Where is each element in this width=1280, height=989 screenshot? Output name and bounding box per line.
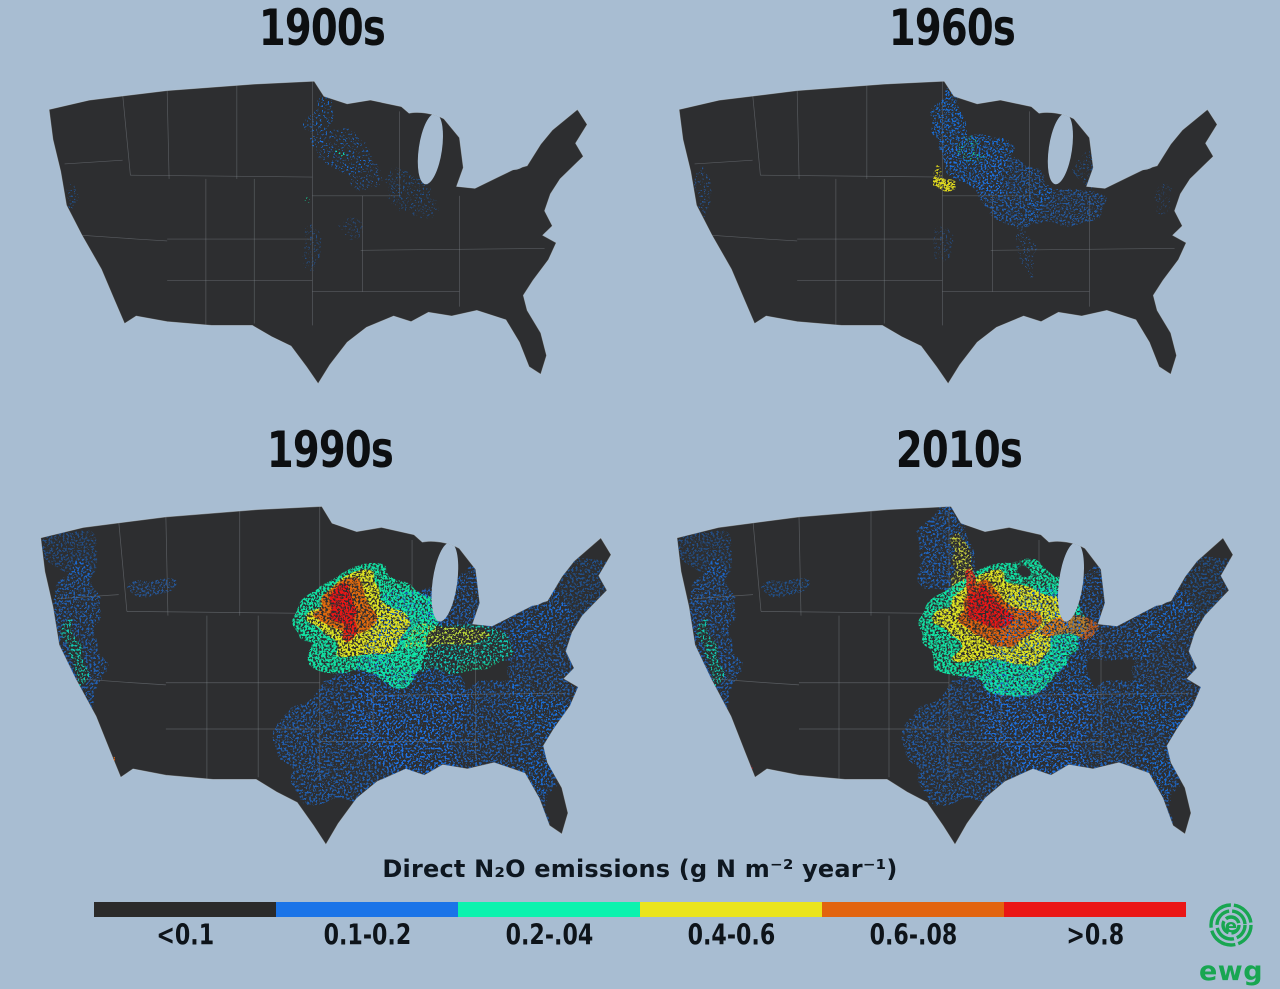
emissions-sparse <box>65 91 439 272</box>
legend-labels: <0.1 0.1-0.2 0.2-.04 0.4-0.6 0.6-.08 >0.8 <box>94 919 1186 952</box>
ewg-spiral-icon: e ewg <box>1199 903 1263 987</box>
decade-title-1960s: 1960s <box>888 0 1016 58</box>
legend-label: 0.4-0.6 <box>687 919 775 952</box>
us-map-1960s <box>678 81 1218 385</box>
decade-title-2010s: 2010s <box>895 421 1023 480</box>
legend-label: 0.2-.04 <box>505 919 593 952</box>
map-panel-2010s: 2010s <box>648 421 1270 855</box>
legend-label: 0.6-.08 <box>869 919 957 952</box>
emissions-dense <box>112 569 437 769</box>
legend-segment <box>276 902 458 917</box>
legend-segment <box>1004 902 1186 917</box>
legend-bar <box>94 902 1186 917</box>
ewg-monogram: e <box>1225 916 1237 937</box>
legend-title: Direct N₂O emissions (g N m⁻² year⁻¹) <box>382 855 898 883</box>
state-borders <box>64 81 545 326</box>
emissions-dense <box>937 176 952 198</box>
decade-title-1990s: 1990s <box>266 421 394 480</box>
ewg-logo: e ewg <box>1194 892 1268 989</box>
ewg-wordmark: ewg <box>1199 956 1263 986</box>
legend-label: 0.1-0.2 <box>323 919 411 952</box>
emissions-medium <box>934 87 1102 223</box>
map-panel-1990s: 1990s <box>10 421 650 855</box>
us-map-1900s <box>48 81 588 385</box>
map-panel-1960s: 1960s <box>650 0 1254 393</box>
legend-segment <box>822 902 1004 917</box>
legend-segment <box>640 902 822 917</box>
decade-title-1900s: 1900s <box>258 0 386 58</box>
legend-segment <box>94 902 276 917</box>
legend-label: >0.8 <box>1066 919 1124 952</box>
emissions-dense <box>751 567 1097 778</box>
map-panel-1900s: 1900s <box>20 0 624 393</box>
us-map-2010s <box>676 506 1234 846</box>
us-map-1990s <box>40 506 612 846</box>
legend-label: <0.1 <box>156 919 214 952</box>
legend-segment <box>458 902 640 917</box>
